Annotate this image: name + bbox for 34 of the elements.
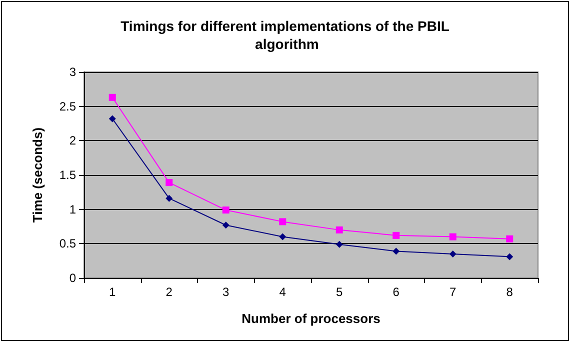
point (336, 240, 343, 248)
point (506, 253, 514, 260)
x-tick-label: 3 (222, 285, 230, 299)
point (506, 235, 514, 242)
point (279, 233, 286, 240)
point (222, 206, 230, 214)
point (222, 222, 230, 229)
point (449, 250, 456, 258)
point (166, 179, 173, 186)
point (108, 115, 116, 122)
point (392, 232, 400, 239)
x-tick-label: 6 (392, 285, 400, 299)
y-tick-label: 2 (69, 134, 76, 148)
x-tick-label: 2 (166, 285, 173, 299)
chart-title: Timings for different implementations of the PBIL algorithm (120, 18, 450, 52)
x-tick-label: 5 (336, 285, 344, 299)
x-tick-label: 4 (279, 285, 286, 299)
y-tick-label: 0.5 (59, 236, 76, 251)
point (166, 194, 173, 202)
x-axis-title: Number of processors (242, 311, 380, 326)
x-tick-label: 8 (506, 285, 514, 299)
y-tick-label: 3 (69, 65, 76, 79)
y-tick-label: 0 (69, 271, 76, 285)
point (108, 94, 116, 101)
y-tick-label: 1 (69, 202, 76, 216)
point (336, 226, 343, 234)
point (449, 233, 456, 240)
y-axis-title: Time (seconds) (30, 127, 45, 223)
y-tick-label: 1.5 (59, 168, 76, 182)
x-tick-label: 7 (450, 285, 457, 299)
x-tick-label: 1 (109, 285, 116, 299)
point (279, 218, 286, 226)
point (392, 248, 400, 255)
y-tick-label: 2.5 (59, 99, 76, 114)
